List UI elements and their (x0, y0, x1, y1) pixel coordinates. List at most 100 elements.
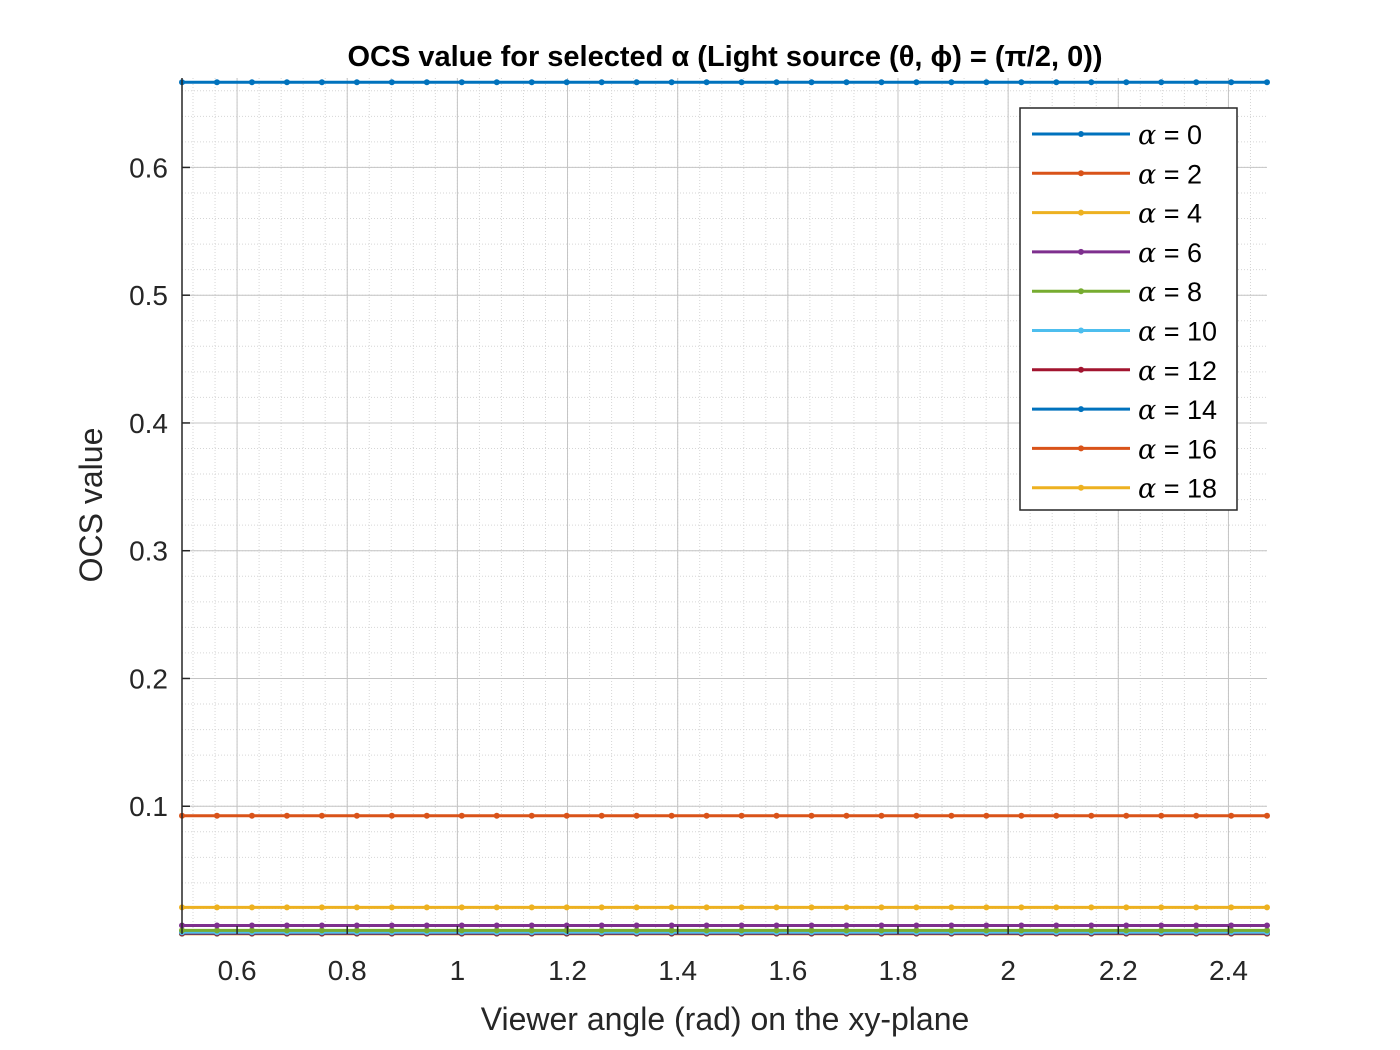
data-point (283, 812, 290, 819)
data-point (1158, 927, 1165, 934)
data-point (1088, 812, 1095, 819)
data-point (1264, 922, 1270, 929)
data-point (248, 812, 255, 819)
data-point (983, 812, 990, 819)
data-point (738, 927, 745, 934)
data-point (1053, 79, 1060, 86)
legend-label: α = 12 (1138, 356, 1217, 387)
axes (181, 78, 1230, 934)
data-point (598, 904, 605, 911)
data-point (598, 812, 605, 819)
data-point (283, 904, 290, 911)
legend: α = 0 α = 2 α = 4 α = 6 α = 8 α = 10 α = 12 α =… (1019, 107, 1238, 511)
data-point (563, 79, 570, 86)
data-point (668, 904, 675, 911)
y-tick-label: 0.3 (129, 536, 168, 567)
data-point (913, 79, 920, 86)
data-point (703, 812, 710, 819)
legend-label: α = 8 (1138, 277, 1202, 308)
legend-swatch-marker (1078, 131, 1084, 137)
data-point (843, 812, 850, 819)
data-point (1193, 812, 1200, 819)
data-point (1088, 922, 1095, 929)
data-point (528, 79, 535, 86)
x-tick-label: 2.4 (1209, 955, 1248, 986)
data-point (1088, 927, 1095, 934)
legend-label: α = 4 (1138, 199, 1202, 230)
data-point (983, 927, 990, 934)
data-point (248, 79, 255, 86)
data-point (248, 904, 255, 911)
data-point (353, 812, 360, 819)
data-point (703, 927, 710, 934)
data-point (1158, 812, 1165, 819)
legend-label: α = 6 (1138, 238, 1202, 269)
data-point (668, 927, 675, 934)
data-point (1123, 812, 1130, 819)
data-point (703, 904, 710, 911)
data-point (1264, 812, 1270, 819)
data-point (773, 927, 780, 934)
data-point (1018, 922, 1025, 929)
data-point (528, 812, 535, 819)
data-point (808, 927, 815, 934)
data-point (213, 922, 220, 929)
data-point (423, 904, 430, 911)
data-point (738, 812, 745, 819)
data-point (388, 812, 395, 819)
data-point (913, 922, 920, 929)
data-point (458, 79, 465, 86)
data-point (388, 904, 395, 911)
data-point (948, 922, 955, 929)
legend-item: α = 16 (1032, 434, 1217, 465)
x-tick-label: 1 (450, 955, 466, 986)
data-point (493, 904, 500, 911)
data-point (983, 922, 990, 929)
data-point (773, 922, 780, 929)
data-point (388, 79, 395, 86)
data-point (948, 812, 955, 819)
data-point (668, 812, 675, 819)
data-point (1088, 904, 1095, 911)
legend-swatch-marker (1078, 366, 1084, 373)
data-point (528, 904, 535, 911)
legend-swatch-marker (1078, 248, 1084, 255)
data-point (1018, 812, 1025, 819)
data-point (1158, 922, 1165, 929)
series-lines (179, 79, 1270, 937)
x-tick-label: 1.8 (879, 955, 918, 986)
data-point (318, 812, 325, 819)
data-point (423, 927, 430, 934)
grid (182, 78, 1267, 934)
series-8 (179, 927, 1270, 934)
data-point (668, 79, 675, 86)
legend-label: α = 18 (1138, 474, 1217, 505)
data-point (213, 904, 220, 911)
data-point (1018, 927, 1025, 934)
data-point (773, 904, 780, 911)
data-point (843, 79, 850, 86)
data-point (318, 79, 325, 86)
data-point (1228, 904, 1235, 911)
data-point (703, 79, 710, 86)
y-axis-label: OCS value (73, 428, 109, 583)
data-point (843, 927, 850, 934)
data-point (458, 927, 465, 934)
y-tick-labels: 0.1 0.2 0.3 0.4 0.5 0.6 (129, 152, 168, 822)
data-point (283, 79, 290, 86)
data-point (738, 904, 745, 911)
data-point (808, 904, 815, 911)
data-point (528, 927, 535, 934)
data-point (738, 79, 745, 86)
data-point (633, 904, 640, 911)
data-point (458, 904, 465, 911)
chart-title: OCS value for selected α (Light source (… (347, 41, 1102, 73)
data-point (1264, 904, 1270, 911)
data-point (878, 812, 885, 819)
legend-item: α = 8 (1032, 277, 1202, 308)
data-point (598, 79, 605, 86)
data-point (1123, 904, 1130, 911)
x-tick-label: 2 (1000, 955, 1016, 986)
data-point (843, 904, 850, 911)
data-point (423, 922, 430, 929)
